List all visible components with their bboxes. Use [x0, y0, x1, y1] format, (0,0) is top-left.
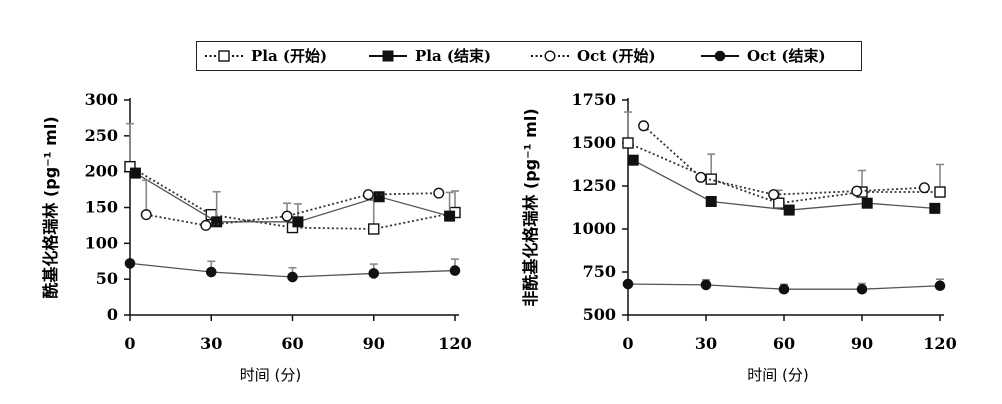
data-point — [695, 171, 707, 183]
series-oct-end — [124, 258, 461, 283]
y-tick-label: 1250 — [571, 176, 616, 195]
data-point — [856, 283, 868, 295]
series-pla-end — [627, 154, 941, 216]
data-point — [638, 120, 650, 132]
x-tick-label: 120 — [438, 334, 471, 353]
legend-label: Pla (开始) — [251, 47, 327, 65]
legend-label: Oct (开始) — [577, 47, 656, 65]
y-axis-label: 酰基化格瑞林 (pg⁻¹ ml) — [41, 116, 60, 298]
legend-label: Oct (结束) — [747, 47, 826, 65]
data-point — [768, 189, 780, 201]
legend-item-oct-end: Oct (结束) — [701, 47, 826, 65]
data-point — [362, 189, 374, 201]
legend-marker-filled-square — [382, 50, 394, 62]
data-point — [705, 195, 717, 207]
data-point — [627, 154, 639, 166]
legend-label: Pla (结束) — [415, 47, 491, 65]
y-tick-label: 1750 — [571, 90, 616, 109]
y-tick-label: 200 — [85, 162, 118, 181]
legend-item-pla-start: Pla (开始) — [205, 47, 327, 65]
y-tick-label: 100 — [85, 233, 118, 252]
data-point — [851, 185, 863, 197]
y-tick-label: 500 — [583, 305, 616, 324]
data-point — [622, 137, 634, 149]
y-tick-label: 150 — [85, 198, 118, 217]
x-tick-label: 0 — [124, 334, 135, 353]
chart-2: 500 750 1000 1250 1500 1750 0 30 60 90 120 时间 (分) 非酰… — [521, 90, 957, 384]
chart-1: 0 50 100 150 200 250 300 0 30 60 90 120 时间 (分) 酰基化格瑞林… — [41, 90, 472, 384]
data-point — [918, 182, 930, 194]
y-tick-label: 300 — [85, 90, 118, 109]
data-point — [211, 216, 223, 228]
y-tick-label: 1500 — [571, 133, 616, 152]
data-point — [140, 209, 152, 221]
data-point — [292, 216, 304, 228]
x-tick-label: 60 — [281, 334, 303, 353]
series-pla-start — [124, 122, 461, 235]
data-point — [449, 265, 461, 276]
legend-marker-open-square — [218, 50, 230, 62]
x-tick-label: 0 — [622, 334, 633, 353]
data-point — [861, 197, 873, 209]
series-line — [135, 172, 450, 223]
data-point — [368, 268, 380, 279]
data-point — [778, 283, 790, 295]
data-point — [368, 223, 380, 235]
x-tick-label: 60 — [773, 334, 795, 353]
y-tick-label: 750 — [583, 262, 616, 281]
y-tick-label: 0 — [107, 305, 118, 324]
legend-item-oct-start: Oct (开始) — [531, 47, 656, 65]
x-tick-label: 30 — [200, 334, 222, 353]
series-oct-start — [140, 179, 445, 231]
data-point — [929, 202, 941, 214]
data-point — [200, 219, 212, 231]
y-tick-label: 50 — [96, 269, 118, 288]
series-line — [642, 125, 925, 196]
data-point — [129, 167, 141, 179]
y-tick-label: 250 — [85, 126, 118, 145]
data-point — [444, 210, 456, 222]
series-oct-end — [622, 278, 946, 295]
data-point — [622, 278, 634, 290]
legend-marker-filled-circle — [714, 50, 726, 62]
x-tick-label: 90 — [363, 334, 385, 353]
data-point — [205, 266, 217, 278]
data-point — [124, 258, 136, 269]
data-point — [373, 191, 385, 203]
y-tick-label: 1000 — [571, 219, 616, 238]
x-tick-label: 30 — [695, 334, 717, 353]
x-axis-label: 时间 (分) — [747, 366, 808, 384]
legend-canvas: Pla (开始) Pla (结束) Oct (开始) Oct (结束) — [205, 47, 826, 65]
data-point — [705, 173, 717, 185]
y-axis-label: 非酰基化格瑞林 (pg⁻¹ ml) — [521, 108, 540, 306]
x-axis-label: 时间 (分) — [240, 366, 301, 384]
data-point — [934, 186, 946, 198]
data-point — [287, 271, 298, 283]
data-point — [783, 204, 795, 216]
x-tick-label: 120 — [923, 334, 956, 353]
chart-legend: Pla (开始) Pla (结束) Oct (开始) Oct (结束) — [196, 41, 862, 71]
data-point — [773, 197, 785, 209]
series-pla-end — [129, 167, 456, 228]
legend-marker-open-circle — [544, 50, 556, 62]
x-tick-label: 90 — [851, 334, 873, 353]
data-point — [934, 280, 946, 292]
data-point — [433, 187, 445, 199]
series-oct-start — [638, 120, 930, 201]
data-point — [281, 210, 293, 222]
data-point — [700, 279, 712, 291]
legend-item-pla-end: Pla (结束) — [369, 47, 491, 65]
